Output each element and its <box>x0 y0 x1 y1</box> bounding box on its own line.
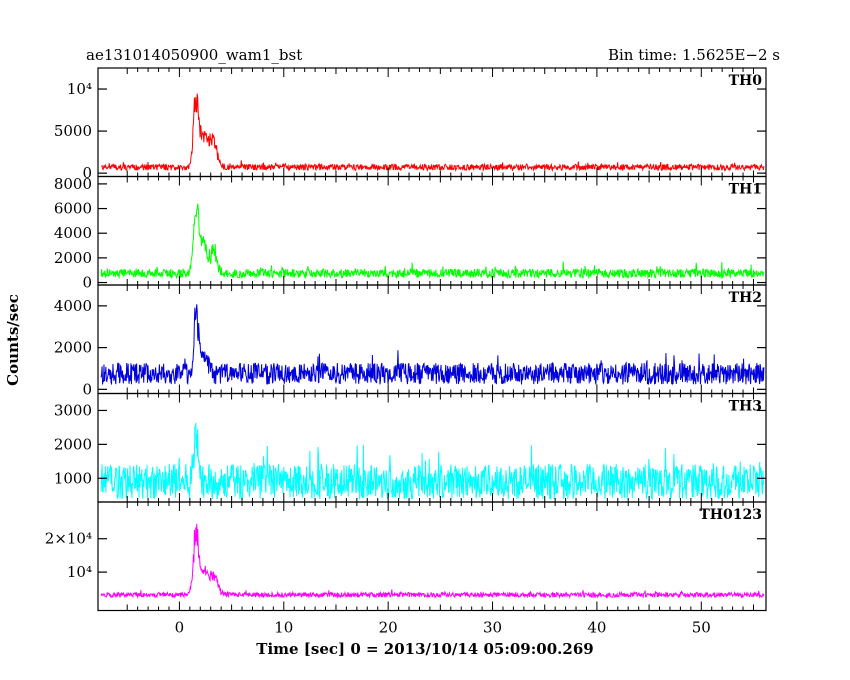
series-line-th3 <box>100 422 765 501</box>
y-tick-label-th1: 8000 <box>54 175 92 193</box>
panel-label-th1: TH1 <box>729 182 762 198</box>
y-tick-label-th0123: 2×10⁴ <box>45 530 92 548</box>
panels-group: 0 5000 10⁴ TH0 0 2000 4000 6000 8000 TH1 0 2000 4000… <box>45 67 767 637</box>
y-tick-label-th0: 5000 <box>54 122 92 140</box>
y-tick-label-th2: 0 <box>82 380 92 398</box>
y-tick-label-th0123: 10⁴ <box>67 563 92 581</box>
panel-frame-th0123 <box>97 501 767 612</box>
series-line-th0 <box>101 93 765 173</box>
y-tick-label-th0: 0 <box>82 164 92 182</box>
y-tick-label-th1: 6000 <box>54 200 92 218</box>
y-tick-label-th2: 4000 <box>54 297 92 315</box>
panel-label-th0: TH0 <box>729 73 763 89</box>
x-tick-label: 10 <box>274 619 293 637</box>
y-tick-label-th3: 1000 <box>54 469 92 487</box>
y-tick-label-th1: 2000 <box>54 249 92 267</box>
panel-label-th3: TH3 <box>729 399 762 415</box>
series-line-th0123 <box>100 523 765 600</box>
series-line-th2 <box>100 304 765 386</box>
y-tick-label-th1: 0 <box>82 274 92 292</box>
chart-title-left: ae131014050900_wam1_bst <box>86 46 302 64</box>
panel-label-th2: TH2 <box>729 290 762 306</box>
panel-label-th0123: TH0123 <box>699 507 762 523</box>
y-tick-label-th0: 10⁴ <box>67 80 92 98</box>
x-tick-label: 50 <box>692 619 711 637</box>
y-tick-label-th3: 3000 <box>54 401 92 419</box>
x-tick-label: 0 <box>175 619 185 637</box>
x-tick-label: 20 <box>379 619 398 637</box>
y-tick-label-th1: 4000 <box>54 224 92 242</box>
y-tick-label-th2: 2000 <box>54 339 92 357</box>
x-tick-label: 40 <box>587 619 606 637</box>
series-line-th1 <box>100 203 765 280</box>
x-tick-label: 30 <box>483 619 502 637</box>
y-tick-label-th3: 2000 <box>54 435 92 453</box>
x-axis-title: Time [sec] 0 = 2013/10/14 05:09:00.269 <box>256 640 593 658</box>
y-axis-title: Counts/sec <box>4 294 22 386</box>
chart-title-right: Bin time: 1.5625E−2 s <box>608 46 780 64</box>
